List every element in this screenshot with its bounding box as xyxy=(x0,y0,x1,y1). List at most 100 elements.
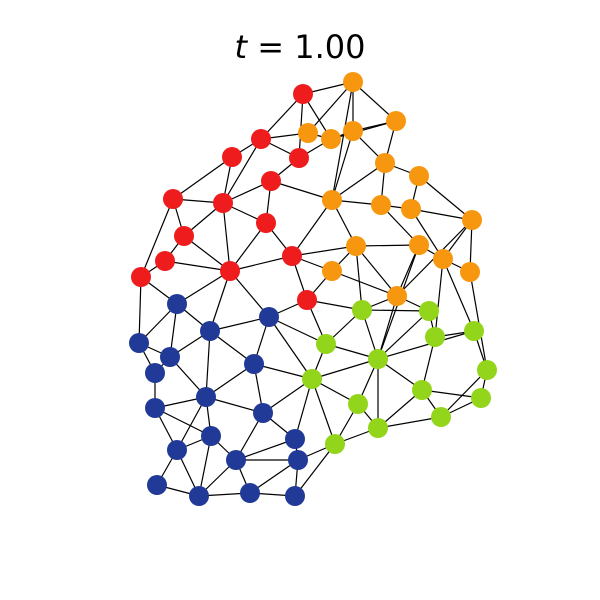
graph-edge xyxy=(377,330,475,360)
graph-edge xyxy=(209,316,270,332)
graph-node-red xyxy=(289,148,309,168)
graph-edge xyxy=(260,93,304,140)
graph-edge xyxy=(268,316,327,345)
graph-edge xyxy=(291,199,333,257)
graph-edge xyxy=(229,255,293,272)
graph-node-blue xyxy=(288,450,308,470)
graph-node-blue xyxy=(196,387,216,407)
graph-edge xyxy=(294,443,336,497)
edge-layer xyxy=(138,81,488,497)
graph-edge xyxy=(307,81,354,134)
graph-node-green xyxy=(419,301,439,321)
graph-node-blue xyxy=(129,333,149,353)
graph-node-green xyxy=(368,418,388,438)
graph-node-blue xyxy=(147,475,167,495)
graph-edge xyxy=(138,276,142,344)
graph-node-orange xyxy=(433,249,453,269)
graph-node-blue xyxy=(244,354,264,374)
graph-node-orange xyxy=(343,72,363,92)
graph-node-orange xyxy=(343,121,363,141)
graph-node-blue xyxy=(145,398,165,418)
graph-node-green xyxy=(471,388,491,408)
title-equals: = xyxy=(247,28,295,66)
graph-edge xyxy=(355,245,398,297)
graph-node-red xyxy=(155,251,175,271)
graph-node-blue xyxy=(253,403,273,423)
graph-node-orange xyxy=(321,129,341,149)
graph-node-green xyxy=(316,334,336,354)
graph-edge xyxy=(311,378,336,445)
graph-edge xyxy=(229,270,270,318)
graph-edge xyxy=(377,295,398,360)
graph-node-red xyxy=(222,147,242,167)
graph-node-orange xyxy=(401,199,421,219)
graph-edge xyxy=(311,358,379,380)
graph-edge xyxy=(331,130,354,201)
graph-node-blue xyxy=(201,426,221,446)
graph-edge xyxy=(377,416,442,429)
graph-edge xyxy=(418,175,473,221)
graph-node-red xyxy=(256,213,276,233)
graph-node-red xyxy=(131,267,151,287)
graph-edge xyxy=(154,407,212,437)
graph-node-green xyxy=(352,300,372,320)
graph-node-blue xyxy=(167,294,187,314)
graph-edge xyxy=(294,378,313,440)
node-layer xyxy=(129,72,497,506)
graph-node-blue xyxy=(200,321,220,341)
graph-node-blue xyxy=(285,429,305,449)
graph-edge xyxy=(235,438,296,461)
graph-edge xyxy=(331,162,386,201)
graph-edge xyxy=(330,120,397,140)
graph-node-red xyxy=(251,129,271,149)
graph-edge xyxy=(198,435,212,497)
graph-node-orange xyxy=(409,166,429,186)
graph-node-orange xyxy=(371,195,391,215)
graph-node-blue xyxy=(285,486,305,506)
graph-node-orange xyxy=(322,190,342,210)
graph-edge xyxy=(410,208,473,221)
graph-node-green xyxy=(368,349,388,369)
graph-node-orange xyxy=(460,262,480,282)
graph-edge xyxy=(355,244,420,247)
graph-node-orange xyxy=(386,111,406,131)
graph-node-green xyxy=(464,321,484,341)
graph-node-orange xyxy=(298,123,318,143)
title-variable: t xyxy=(234,28,248,66)
graph-node-green xyxy=(431,407,451,427)
title-value: 1.00 xyxy=(294,28,366,66)
graph-node-green xyxy=(325,434,345,454)
graph-edge xyxy=(222,202,231,272)
graph-edge xyxy=(355,245,363,311)
graph-edge xyxy=(164,260,231,272)
graph-node-blue xyxy=(226,450,246,470)
graph-node-blue xyxy=(145,363,165,383)
graph-edge xyxy=(331,81,354,201)
graph-node-blue xyxy=(240,483,260,503)
graph-node-orange xyxy=(409,235,429,255)
graph-node-red xyxy=(174,226,194,246)
graph-edge xyxy=(209,270,231,332)
graph-node-blue xyxy=(160,347,180,367)
graph-edge xyxy=(222,138,262,204)
graph-node-red xyxy=(297,290,317,310)
graph-node-orange xyxy=(462,210,482,230)
graph-node-green xyxy=(425,327,445,347)
graph-node-red xyxy=(220,261,240,281)
graph-edge xyxy=(469,271,488,371)
graph-edge xyxy=(440,369,488,418)
graph-node-orange xyxy=(387,286,407,306)
graph-edge xyxy=(331,270,398,297)
graph-node-blue xyxy=(259,307,279,327)
graph-node-orange xyxy=(322,261,342,281)
graph-node-red xyxy=(261,171,281,191)
graph-node-red xyxy=(163,189,183,209)
graph-node-blue xyxy=(189,486,209,506)
graph-node-green xyxy=(477,360,497,380)
graph-node-blue xyxy=(167,440,187,460)
graph-edge xyxy=(176,396,207,451)
graph-edge xyxy=(140,198,174,278)
graph-node-green xyxy=(348,394,368,414)
graph-edge xyxy=(268,316,313,380)
graph-edge xyxy=(434,258,444,338)
